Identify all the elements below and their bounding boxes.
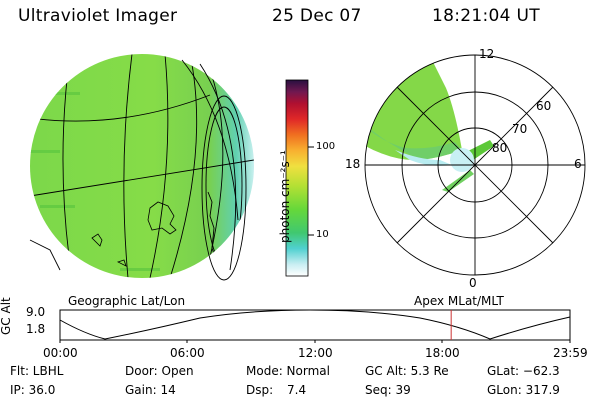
- info-gc-alt: GC Alt: 5.3 Re: [365, 364, 449, 378]
- mlt-label-12: 12: [479, 47, 495, 61]
- mlt-label-6: 6: [574, 157, 582, 171]
- projection-left-label: Geographic Lat/Lon: [68, 294, 186, 308]
- altitude-axis-label: GC Alt: [0, 297, 13, 335]
- polar-plot: [364, 54, 586, 276]
- geographic-globe: [30, 54, 254, 278]
- instrument-title: Ultraviolet Imager: [18, 6, 178, 26]
- info-gain: Gain: 14: [125, 383, 176, 397]
- info-filter: Flt: LBHL: [10, 364, 64, 378]
- time-tick-0000: 00:00: [43, 346, 78, 360]
- lat-label-70: 70: [512, 122, 528, 136]
- altitude-tick-1-8: 1.8: [26, 322, 46, 336]
- colorbar: [285, 79, 309, 277]
- time-tick-2359: 23:59: [553, 346, 588, 360]
- date-label: 25 Dec 07: [272, 6, 362, 26]
- lat-label-80: 80: [492, 141, 508, 155]
- info-dsp-label: Dsp:: [246, 383, 274, 397]
- info-glat: GLat: −62.3: [487, 364, 560, 378]
- colorbar-tick-10: 10: [316, 229, 329, 240]
- globe-grid-outer: [29, 59, 247, 281]
- info-mode: Mode: Normal: [246, 364, 330, 378]
- lat-label-60: 60: [536, 99, 552, 113]
- colorbar-tick-100: 100: [316, 141, 336, 152]
- colorbar-ticks: [308, 146, 314, 236]
- mlt-label-18: 18: [345, 157, 361, 171]
- info-seq: Seq: 39: [365, 383, 411, 397]
- time-tick-1800: 18:00: [425, 346, 460, 360]
- info-glon: GLon: 317.9: [487, 383, 560, 397]
- info-door: Door: Open: [125, 364, 194, 378]
- mlt-label-0: 0: [469, 276, 477, 290]
- time-label: 18:21:04 UT: [432, 6, 540, 26]
- projection-right-label: Apex MLat/MLT: [414, 294, 504, 308]
- info-ip: IP: 36.0: [10, 383, 56, 397]
- altitude-tick-9: 9.0: [26, 305, 46, 319]
- colorbar-unit-label: photon cm⁻²s⁻¹: [278, 150, 292, 243]
- info-dsp-value: 7.4: [287, 383, 307, 397]
- altitude-plot: [59, 309, 571, 343]
- time-tick-0600: 06:00: [170, 346, 205, 360]
- time-tick-1200: 12:00: [298, 346, 333, 360]
